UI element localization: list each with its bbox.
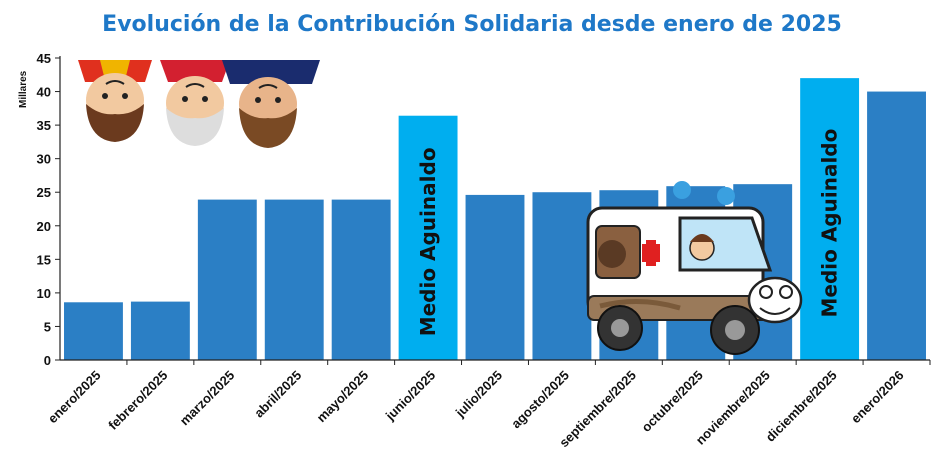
- axes: [59, 56, 930, 361]
- y-tick-label: 40: [37, 85, 51, 100]
- x-tick-label: diciembre/2025: [763, 368, 840, 445]
- x-tick-label: junio/2025: [382, 368, 438, 424]
- x-tick-label: noviembre/2025: [693, 368, 773, 448]
- y-tick-label: 45: [37, 51, 51, 66]
- bars: [64, 78, 926, 361]
- siren-light-icon: [673, 181, 691, 199]
- toy-figures-illustration: [78, 60, 320, 148]
- bar-febrero-2025: [130, 301, 190, 360]
- ambulance-illustration: [586, 181, 803, 355]
- y-tick-label: 30: [37, 152, 51, 167]
- y-tick-label: 5: [44, 319, 51, 334]
- x-axis-labels: enero/2025 febrero/2025 marzo/2025 abril/20…: [45, 360, 931, 450]
- x-tick-label: mayo/2025: [314, 368, 372, 426]
- bar-abril-2025: [264, 199, 324, 360]
- toy-figure-red-icon: [78, 60, 152, 142]
- bar-annotation-medio-aguinaldo: Medio Aguinaldo: [818, 129, 842, 318]
- y-tick-label: 20: [37, 219, 51, 234]
- y-tick-label: 35: [37, 118, 51, 133]
- y-tick-label: 0: [44, 353, 51, 368]
- x-tick-label: agosto/2025: [508, 368, 572, 432]
- x-tick-label: marzo/2025: [177, 368, 238, 429]
- bar-julio-2025: [465, 194, 525, 360]
- bar-diciembre-2025: [800, 78, 860, 360]
- bar-junio-2025: [398, 115, 458, 361]
- y-tick-label: 10: [37, 286, 51, 301]
- bar-marzo-2025: [197, 199, 257, 360]
- y-tick-label: 25: [37, 185, 51, 200]
- y-tick-label: 15: [37, 252, 51, 267]
- x-tick-label: enero/2026: [848, 368, 907, 427]
- bar-annotations: Medio Aguinaldo Medio Aguinaldo: [416, 129, 842, 337]
- y-axis: 0 5 10 15 20 25 30 35 40 45: [37, 51, 60, 368]
- siren-light-icon: [717, 187, 735, 205]
- bar-agosto-2025: [532, 192, 592, 360]
- chart-title: Evolución de la Contribución Solidaria d…: [102, 12, 842, 37]
- y-axis-label: Millares: [18, 70, 29, 108]
- bar-annotation-medio-aguinaldo: Medio Aguinaldo: [416, 147, 440, 336]
- toy-figure-blue-icon: [222, 60, 320, 148]
- x-tick-label: julio/2025: [452, 368, 505, 421]
- x-tick-label: enero/2025: [45, 368, 104, 427]
- x-tick-label: febrero/2025: [105, 368, 170, 433]
- bar-enero-2025: [64, 302, 123, 360]
- x-tick-label: octubre/2025: [639, 368, 706, 435]
- bar-mayo-2025: [331, 199, 391, 360]
- bar-enero-2026: [867, 91, 926, 361]
- toy-figure-white-hair-icon: [160, 60, 230, 146]
- x-tick-label: abril/2025: [251, 368, 304, 421]
